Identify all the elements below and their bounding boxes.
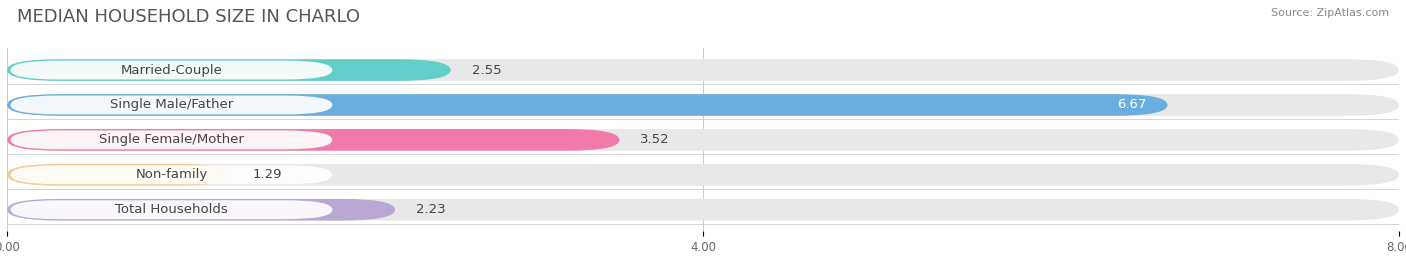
FancyBboxPatch shape	[7, 94, 1167, 116]
Text: 3.52: 3.52	[640, 133, 671, 146]
FancyBboxPatch shape	[7, 129, 620, 151]
Text: 1.29: 1.29	[252, 168, 281, 181]
FancyBboxPatch shape	[7, 164, 232, 186]
FancyBboxPatch shape	[10, 200, 332, 219]
Text: MEDIAN HOUSEHOLD SIZE IN CHARLO: MEDIAN HOUSEHOLD SIZE IN CHARLO	[17, 8, 360, 26]
Text: Source: ZipAtlas.com: Source: ZipAtlas.com	[1271, 8, 1389, 18]
Text: 6.67: 6.67	[1118, 98, 1147, 111]
Text: 2.23: 2.23	[416, 203, 446, 216]
FancyBboxPatch shape	[10, 95, 332, 114]
FancyBboxPatch shape	[7, 164, 1399, 186]
Text: Single Female/Mother: Single Female/Mother	[98, 133, 243, 146]
FancyBboxPatch shape	[7, 129, 1399, 151]
FancyBboxPatch shape	[7, 94, 1399, 116]
Text: Total Households: Total Households	[115, 203, 228, 216]
Text: Non-family: Non-family	[135, 168, 208, 181]
FancyBboxPatch shape	[7, 199, 1399, 221]
FancyBboxPatch shape	[7, 199, 395, 221]
Text: Single Male/Father: Single Male/Father	[110, 98, 233, 111]
Text: Married-Couple: Married-Couple	[121, 63, 222, 77]
FancyBboxPatch shape	[7, 59, 451, 81]
Text: 2.55: 2.55	[471, 63, 501, 77]
FancyBboxPatch shape	[10, 165, 332, 184]
FancyBboxPatch shape	[10, 130, 332, 149]
FancyBboxPatch shape	[10, 61, 332, 79]
FancyBboxPatch shape	[7, 59, 1399, 81]
